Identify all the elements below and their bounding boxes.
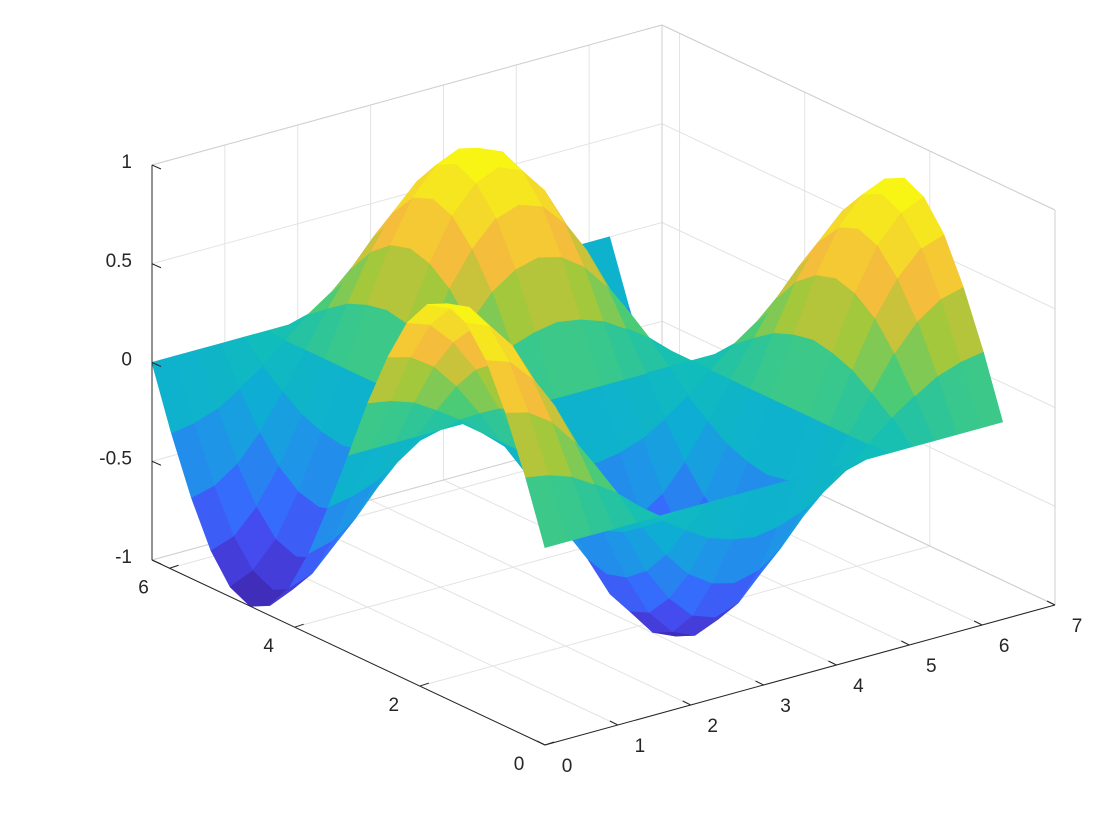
x-tick <box>755 680 764 686</box>
x-tick <box>1046 600 1056 606</box>
y-tick-label: 4 <box>263 636 274 657</box>
x-tick-label: 0 <box>562 756 573 777</box>
y-tick-label: 0 <box>514 754 525 775</box>
box-edge <box>151 24 663 166</box>
z-tick-label: -0.5 <box>99 448 132 469</box>
box-edge <box>661 24 1056 211</box>
y-tick <box>544 741 555 746</box>
surface-face <box>151 355 195 434</box>
x-tick <box>536 740 546 746</box>
y-tick-label: 2 <box>389 695 400 716</box>
grid-line <box>297 519 691 706</box>
z-tick-label: 0 <box>121 350 132 371</box>
x-tick-label: 7 <box>1072 616 1083 637</box>
x-tick <box>609 720 619 726</box>
x-tick <box>828 660 837 666</box>
z-tick <box>151 263 162 269</box>
x-tick-label: 6 <box>999 636 1010 657</box>
x-tick-label: 3 <box>780 696 791 717</box>
y-tick <box>294 623 304 628</box>
z-tick-label: 0.5 <box>106 251 132 272</box>
surface-face <box>465 322 510 362</box>
x-tick <box>901 640 910 646</box>
z-tick <box>151 559 162 565</box>
x-axis <box>544 604 1056 746</box>
grid-line <box>151 123 663 265</box>
x-tick-label: 2 <box>707 716 718 737</box>
y-tick <box>419 682 429 687</box>
x-tick <box>973 620 983 626</box>
surface-face <box>472 218 516 292</box>
y-tick-label: 6 <box>138 577 149 598</box>
x-tick-label: 5 <box>926 656 937 677</box>
x-tick <box>682 700 691 706</box>
z-tick <box>151 362 162 367</box>
z-tick <box>151 460 162 466</box>
z-tick-label: 1 <box>121 152 132 173</box>
z-tick <box>151 164 162 170</box>
grid-line <box>370 499 764 686</box>
y-axis <box>151 559 546 746</box>
x-tick-label: 4 <box>853 676 864 697</box>
y-tick <box>169 564 179 569</box>
x-tick-label: 1 <box>635 736 646 757</box>
z-tick-label: -1 <box>115 547 132 568</box>
surface-face <box>897 247 941 322</box>
